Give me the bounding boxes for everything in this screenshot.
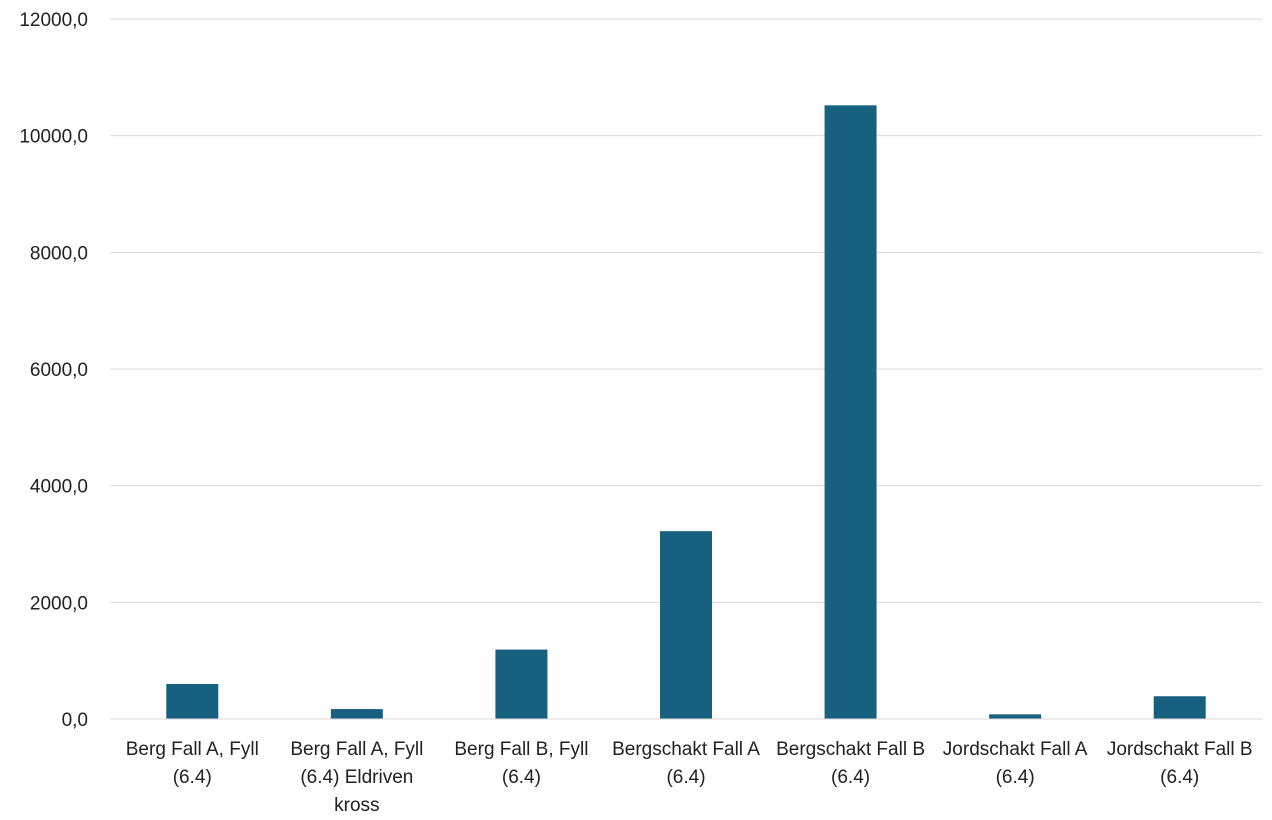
bar — [495, 649, 548, 719]
x-category-label: Bergschakt Fall A (6.4) — [612, 739, 760, 788]
x-category-label: Berg Fall B, Fyll (6.4) — [454, 739, 588, 788]
x-category-label: Berg Fall A, Fyll (6.4) — [126, 739, 259, 788]
y-tick-label: 6000,0 — [30, 360, 88, 381]
bar — [989, 714, 1042, 719]
y-axis-tick-labels: 0,0 2000,0 4000,0 6000,0 8000,0 10000,0 12000,… — [19, 10, 88, 731]
y-tick-label: 4000,0 — [30, 477, 88, 498]
x-category-label: Berg Fall A, Fyll (6.4) Eldriven kross — [290, 739, 423, 816]
bars — [166, 105, 1206, 720]
bar — [1153, 696, 1206, 719]
y-tick-label: 10000,0 — [19, 127, 88, 148]
gridlines — [110, 18, 1262, 603]
x-category-label: Bergschakt Fall B (6.4) — [776, 739, 925, 788]
x-category-label: Jordschakt Fall B (6.4) — [1107, 739, 1253, 788]
y-tick-label: 2000,0 — [30, 593, 88, 614]
bar — [166, 684, 219, 719]
y-tick-label: 0,0 — [62, 710, 88, 731]
bar — [824, 105, 877, 720]
x-category-label: Jordschakt Fall A (6.4) — [943, 739, 1088, 788]
bar — [660, 531, 712, 719]
x-axis-category-labels: Berg Fall A, Fyll (6.4) Berg Fall A, Fyll(… — [126, 739, 1253, 816]
bar — [330, 709, 383, 719]
y-tick-label: 12000,0 — [19, 10, 88, 31]
y-tick-label: 8000,0 — [30, 243, 88, 264]
